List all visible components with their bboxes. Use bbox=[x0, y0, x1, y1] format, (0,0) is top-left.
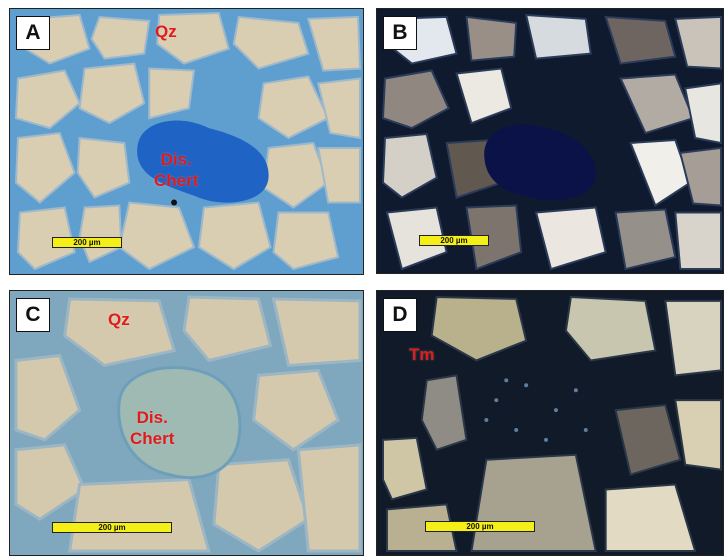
scale-bar-b: 200 µm bbox=[419, 235, 489, 246]
micrograph-panel-d: D Tm 200 µm bbox=[376, 290, 724, 556]
annotation-dis-chert-a: Dis. Chert bbox=[154, 150, 199, 190]
micrograph-panel-b: B 200 µm bbox=[376, 8, 724, 274]
micrograph-panel-a: A Qz Dis. Chert 200 µm bbox=[9, 8, 364, 275]
micrograph-a-image bbox=[10, 9, 363, 274]
panel-label-d: D bbox=[383, 298, 417, 332]
annotation-qz-a: Qz bbox=[155, 22, 177, 41]
annotation-dis-chert-c: Dis. Chert bbox=[130, 408, 175, 448]
panel-label-b: B bbox=[383, 16, 417, 50]
scale-bar-a: 200 µm bbox=[52, 237, 122, 248]
micrograph-d-image bbox=[377, 291, 723, 555]
annotation-qz-c: Qz bbox=[108, 310, 130, 329]
micrograph-panel-c: C Qz Dis. Chert 200 µm bbox=[9, 290, 364, 556]
micrograph-c-image bbox=[10, 291, 363, 555]
panel-label-a: A bbox=[16, 16, 50, 50]
scale-bar-d: 200 µm bbox=[425, 521, 535, 532]
panel-label-c: C bbox=[16, 298, 50, 332]
annotation-tm-d: Tm bbox=[409, 345, 435, 364]
scale-bar-c: 200 µm bbox=[52, 522, 172, 533]
micrograph-b-image bbox=[377, 9, 723, 273]
